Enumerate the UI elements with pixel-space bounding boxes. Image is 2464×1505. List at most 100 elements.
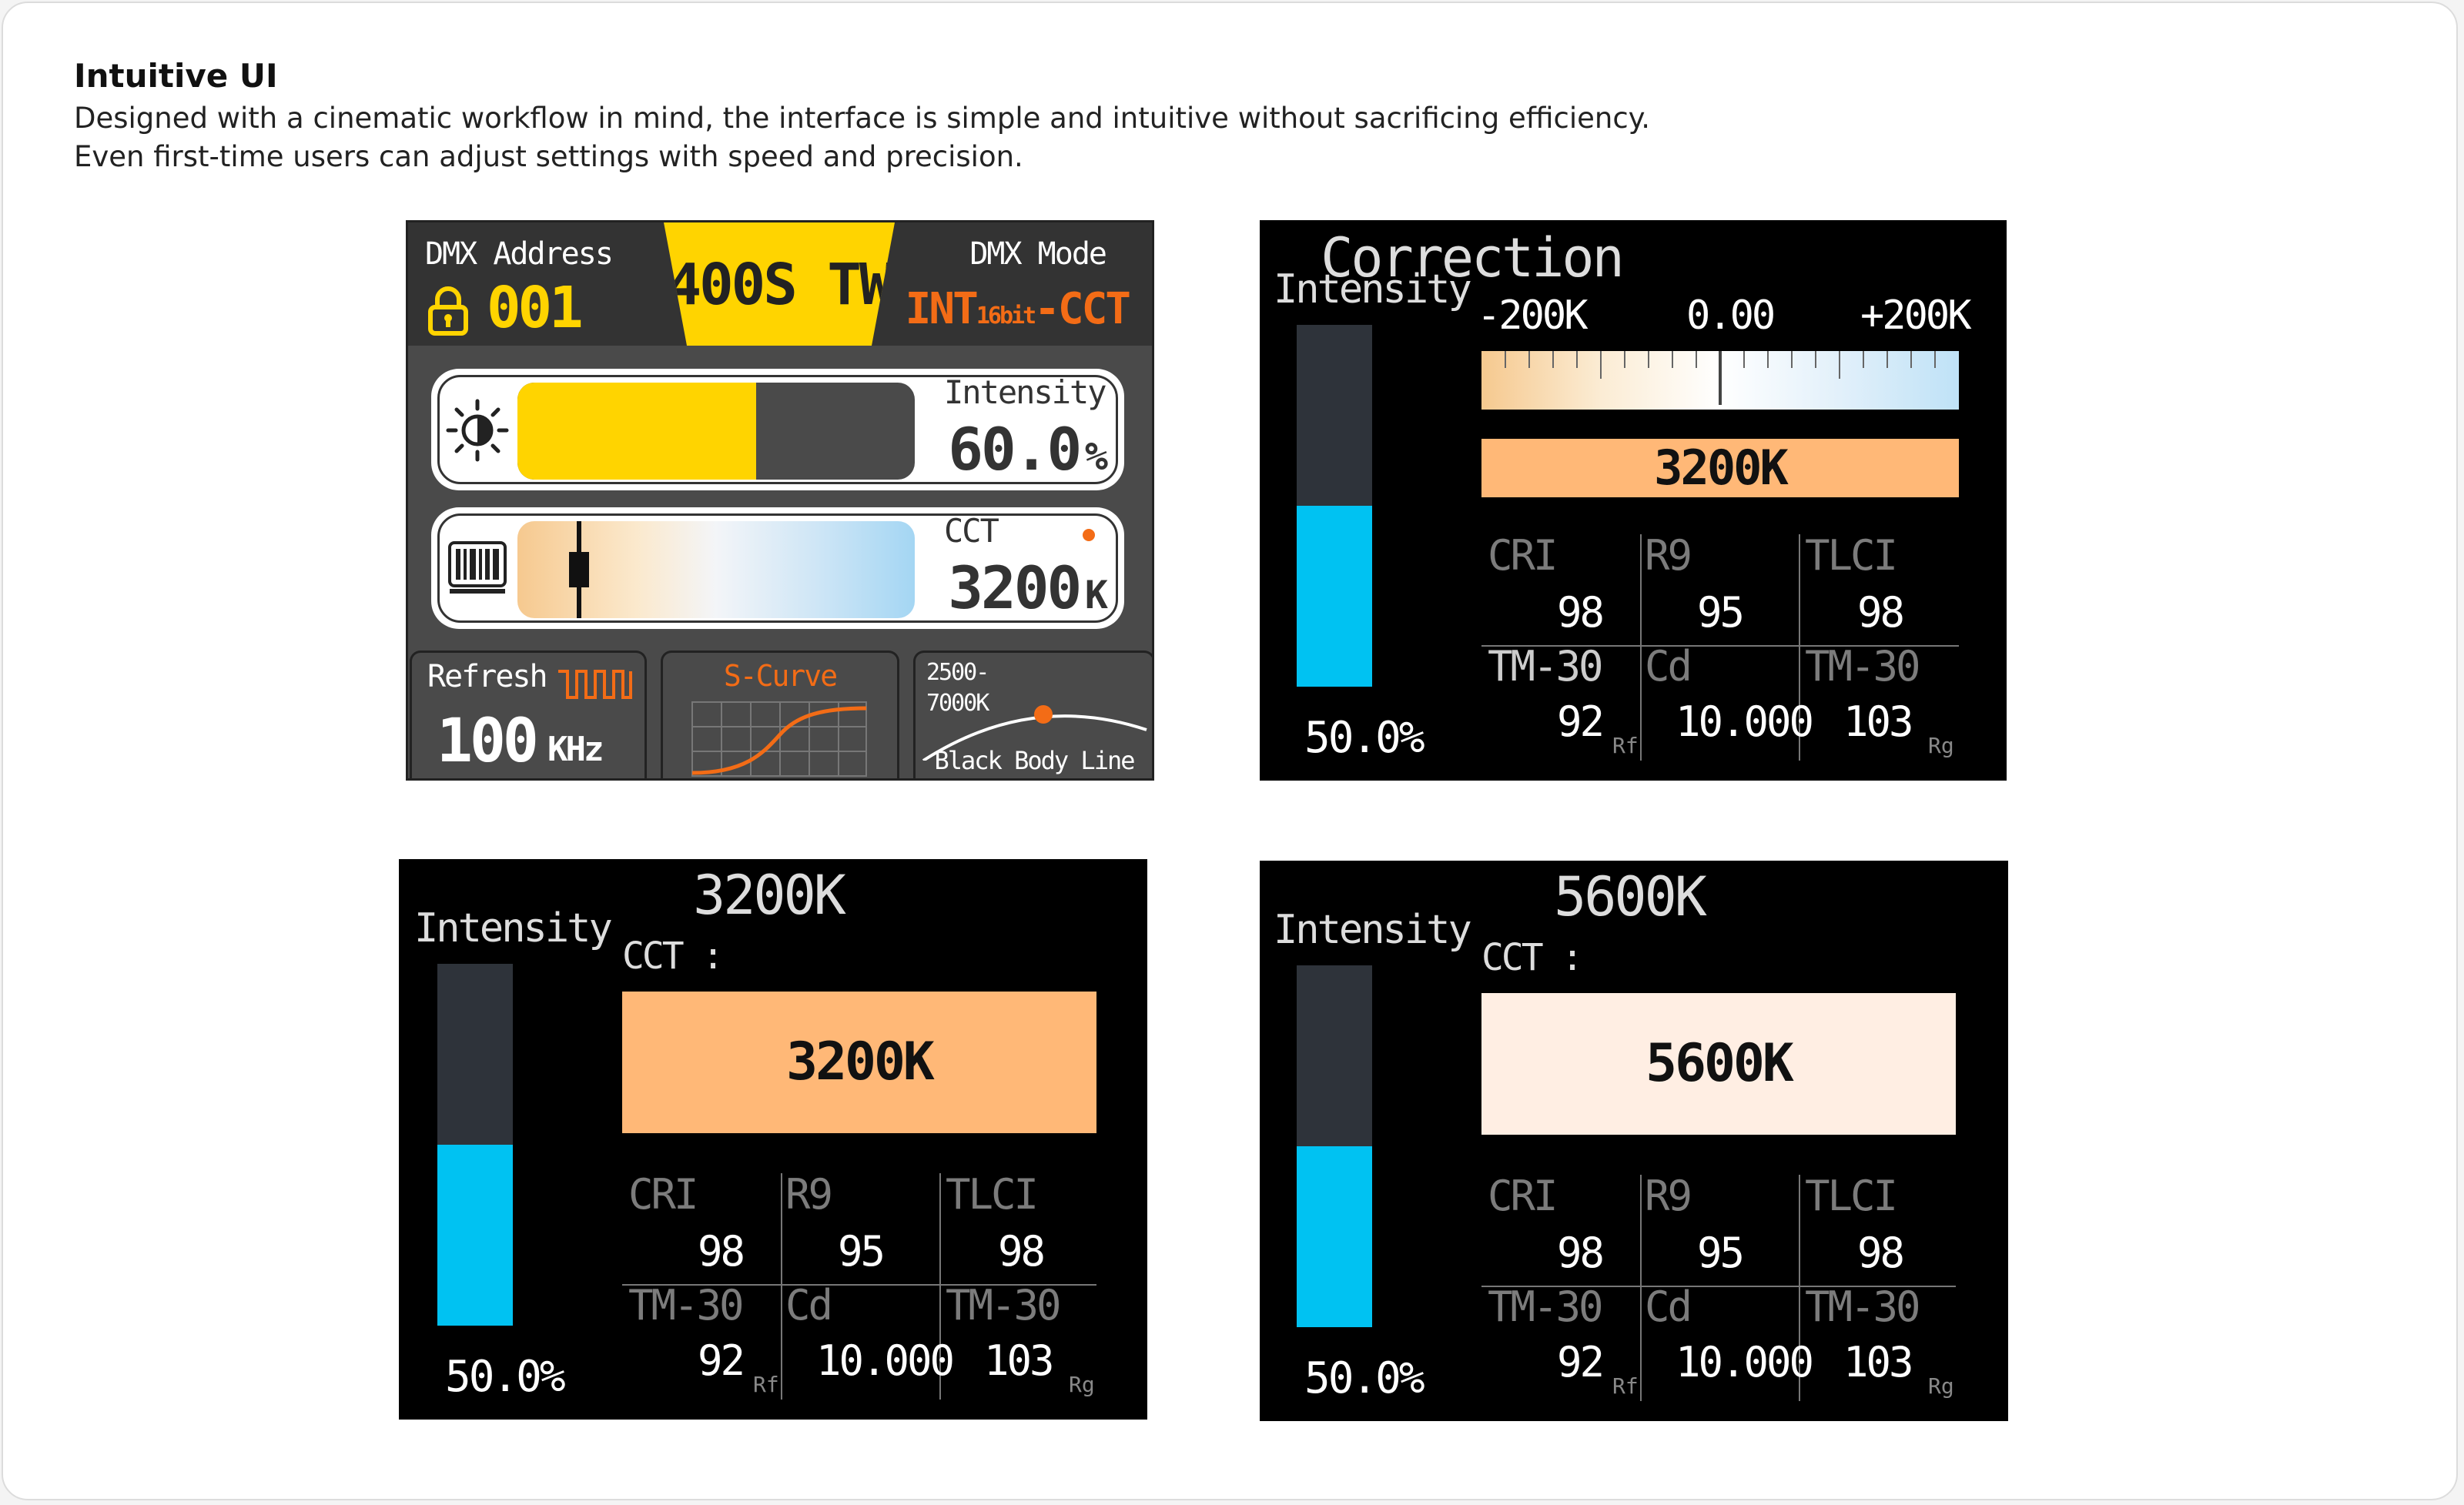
cri-value: 98 xyxy=(1557,1229,1605,1277)
black-body-tile[interactable]: 2500- 7000K Black Body Line xyxy=(913,650,1152,778)
tm30-label2: TM-30 xyxy=(1805,642,1921,691)
cct-bar[interactable] xyxy=(517,521,915,618)
r9-label: R9 xyxy=(1645,531,1692,580)
intensity-vertical-bar[interactable] xyxy=(1297,965,1372,1327)
rf-label: Rf xyxy=(1612,733,1639,758)
intensity-value: 50.0 xyxy=(1304,1353,1401,1403)
scale-value: 0.00 xyxy=(1686,293,1776,339)
intensity-label: Intensity xyxy=(944,373,1107,411)
cct-5600-screen: 5600K Intensity 50.0% CCT : 5600K CRI 98… xyxy=(1260,861,2008,1421)
dmx-mode-value[interactable]: INT16bit-CCT xyxy=(905,284,1131,334)
intensity-unit: % xyxy=(539,1352,566,1402)
tm30-rf-value: 92 xyxy=(1557,697,1605,746)
tm30-rf-value: 92 xyxy=(1557,1338,1605,1386)
section-desc-line2: Even first-time users can adjust setting… xyxy=(74,140,1023,173)
cd-value: 10.000 xyxy=(1676,697,1814,746)
tm30-rf-value: 92 xyxy=(698,1336,745,1385)
correction-screen: Correction Intensity 50.0% -200K 0.00 +2… xyxy=(1260,220,2007,781)
intensity-vertical-fill xyxy=(1297,1146,1372,1327)
cri-label: CRI xyxy=(1488,531,1558,580)
intensity-vertical-fill xyxy=(437,1145,513,1326)
dmx-mode-sub: 16bit xyxy=(976,303,1036,329)
cct-value: 3200 xyxy=(948,554,1082,622)
correction-scale[interactable] xyxy=(1481,351,1959,410)
r9-value: 95 xyxy=(1697,588,1745,637)
dmx-address-value[interactable]: 001 xyxy=(487,275,584,341)
cct-unit: K xyxy=(1084,573,1108,617)
cct-readout: 3200 K xyxy=(948,554,1108,622)
cd-value: 10.000 xyxy=(1676,1338,1814,1386)
r9-value: 95 xyxy=(838,1227,886,1276)
cct-box[interactable]: 3200K xyxy=(1481,439,1959,497)
tm30-rg-value: 103 xyxy=(1843,697,1914,746)
tm30-label2: TM-30 xyxy=(946,1281,1062,1329)
rg-label: Rg xyxy=(1928,733,1954,758)
intensity-unit: % xyxy=(1084,434,1108,479)
r9-label: R9 xyxy=(785,1170,833,1219)
cct-indicator-dot xyxy=(1083,529,1095,541)
cd-value: 10.000 xyxy=(816,1336,955,1385)
refresh-unit: KHz xyxy=(547,730,604,769)
dmx-address-label: DMX Address xyxy=(425,236,614,272)
intensity-bar-fill xyxy=(517,383,756,480)
dimming-curve-tile[interactable]: S-Curve xyxy=(661,650,899,778)
cct-box[interactable]: 5600K xyxy=(1481,993,1956,1135)
tm30-label: TM-30 xyxy=(1488,642,1604,691)
cct-label: CCT : xyxy=(622,935,724,978)
screen-title: 3200K xyxy=(693,864,846,927)
rf-label: Rf xyxy=(1612,1373,1639,1399)
r9-label: R9 xyxy=(1645,1172,1692,1220)
cri-value: 98 xyxy=(1557,588,1605,637)
intensity-unit: % xyxy=(1398,1353,1425,1403)
black-body-curve-icon xyxy=(922,705,1147,761)
tlci-label: TLCI xyxy=(1805,531,1898,580)
correction-title: Correction xyxy=(1321,226,1624,289)
intensity-label: Intensity xyxy=(1274,907,1472,953)
intensity-value: 60.0 xyxy=(948,415,1082,483)
intensity-value: 50.0 xyxy=(1304,713,1401,763)
rg-label: Rg xyxy=(1928,1373,1954,1399)
cri-value: 98 xyxy=(698,1227,745,1276)
intensity-label: Intensity xyxy=(1274,266,1472,313)
refresh-label: Refresh xyxy=(427,659,548,694)
intensity-vertical-bar[interactable] xyxy=(437,964,513,1326)
dmx-mode-label: DMX Mode xyxy=(969,236,1107,272)
intensity-row[interactable]: Intensity 60.0 % xyxy=(431,369,1124,490)
screen-title: 5600K xyxy=(1554,865,1707,928)
s-curve-graph-icon xyxy=(691,701,867,777)
intensity-vertical-bar[interactable] xyxy=(1297,325,1372,687)
intensity-readout: 60.0 % xyxy=(948,415,1108,483)
dmx-mode-prefix: INT xyxy=(905,284,979,334)
cct-gel-icon xyxy=(448,541,507,594)
intensity-bar[interactable] xyxy=(517,383,915,480)
tm30-rg-value: 103 xyxy=(984,1336,1055,1385)
cd-label: Cd xyxy=(1645,1283,1692,1331)
range-line1: 2500- xyxy=(926,659,989,686)
bbl-label: Black Body Line xyxy=(934,746,1136,775)
correction-ticks xyxy=(1505,351,1936,405)
cct-box[interactable]: 3200K xyxy=(622,992,1096,1133)
tm30-label: TM-30 xyxy=(1488,1283,1604,1331)
cct-slider-handle[interactable] xyxy=(569,521,590,618)
intensity-label: Intensity xyxy=(414,905,613,951)
cct-3200-screen: 3200K Intensity 50.0% CCT : 3200K CRI 98… xyxy=(399,859,1147,1420)
lock-icon[interactable] xyxy=(427,284,470,336)
tlci-label: TLCI xyxy=(1805,1172,1898,1220)
intensity-value: 50.0 xyxy=(445,1352,542,1402)
refresh-tile[interactable]: Refresh 100 KHz xyxy=(410,650,647,778)
tm30-label2: TM-30 xyxy=(1805,1283,1921,1331)
tlci-value: 98 xyxy=(1857,1229,1905,1277)
intensity-unit: % xyxy=(1398,713,1425,763)
section-title: Intuitive UI xyxy=(74,57,278,95)
tm30-rg-value: 103 xyxy=(1843,1338,1914,1386)
model-name: 400S TW xyxy=(667,252,894,318)
rf-label: Rf xyxy=(753,1372,779,1397)
cct-row[interactable]: CCT 3200 K xyxy=(431,507,1124,629)
intensity-vertical-fill xyxy=(1297,506,1372,687)
brightness-icon xyxy=(446,399,509,462)
cct-label: CCT : xyxy=(1481,936,1583,979)
curve-label: S-Curve xyxy=(723,659,838,693)
intensity-readout: 50.0% xyxy=(445,1352,566,1402)
cd-label: Cd xyxy=(1645,642,1692,691)
